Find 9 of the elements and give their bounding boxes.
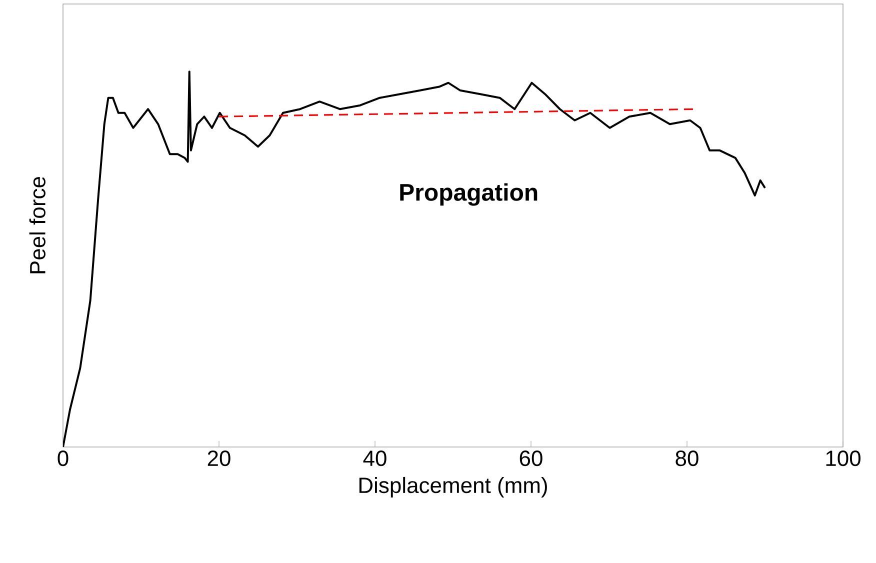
x-tick-label: 80 [676,450,698,466]
x-tick-label: 100 [826,450,860,466]
annotation: Propagation [400,183,538,206]
x-tick-label: 60 [520,450,542,466]
x-axis-title: Displacement (mm) [359,476,547,498]
x-tick-label: 0 [58,450,68,466]
x-tick-label: 40 [363,450,386,466]
x-tick-label: 20 [208,450,230,466]
y-axis-title: Peel force [29,176,46,274]
